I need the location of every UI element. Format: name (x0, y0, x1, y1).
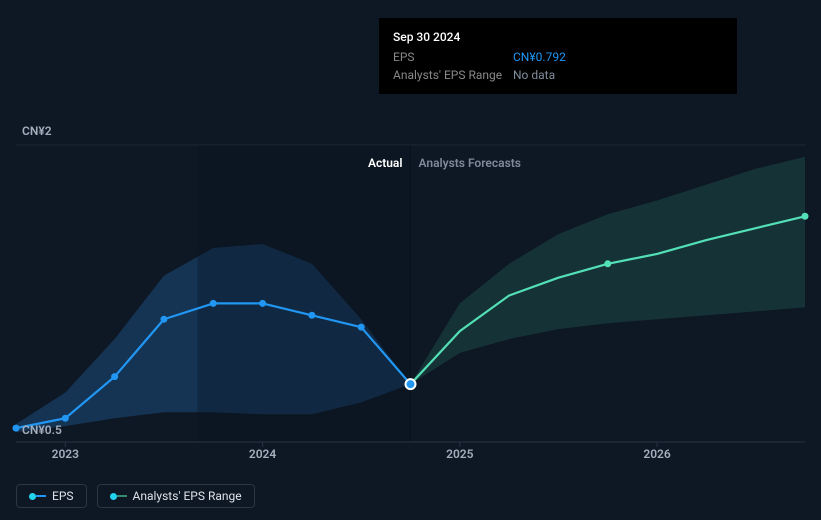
svg-text:CN¥2: CN¥2 (22, 124, 52, 138)
legend: EPS Analysts' EPS Range (16, 484, 255, 508)
legend-label: EPS (52, 489, 74, 503)
section-label-actual: Actual (368, 156, 403, 170)
chart-container: 2023 2024 2025 2026 CN¥2 CN¥0.5 Sep 30 2024 E… (0, 0, 821, 520)
tooltip-row-label: EPS (393, 48, 513, 66)
tooltip-row-label: Analysts' EPS Range (393, 66, 513, 84)
svg-text:2026: 2026 (643, 447, 671, 461)
legend-item-eps[interactable]: EPS (16, 484, 87, 508)
legend-label: Analysts' EPS Range (133, 489, 242, 503)
legend-swatch (29, 493, 46, 500)
tooltip-title: Sep 30 2024 (393, 28, 723, 46)
legend-swatch (110, 493, 127, 500)
legend-item-eps-range[interactable]: Analysts' EPS Range (97, 484, 255, 508)
chart-tooltip: Sep 30 2024 EPS CN¥0.792 Analysts' EPS R… (379, 18, 737, 94)
svg-text:CN¥0.5: CN¥0.5 (22, 423, 62, 437)
svg-text:2023: 2023 (52, 447, 80, 461)
tooltip-row-value: No data (513, 66, 555, 84)
svg-text:2025: 2025 (446, 447, 474, 461)
tooltip-row-value: CN¥0.792 (513, 48, 566, 66)
svg-text:2024: 2024 (249, 447, 277, 461)
section-label-forecast: Analysts Forecasts (419, 156, 521, 170)
